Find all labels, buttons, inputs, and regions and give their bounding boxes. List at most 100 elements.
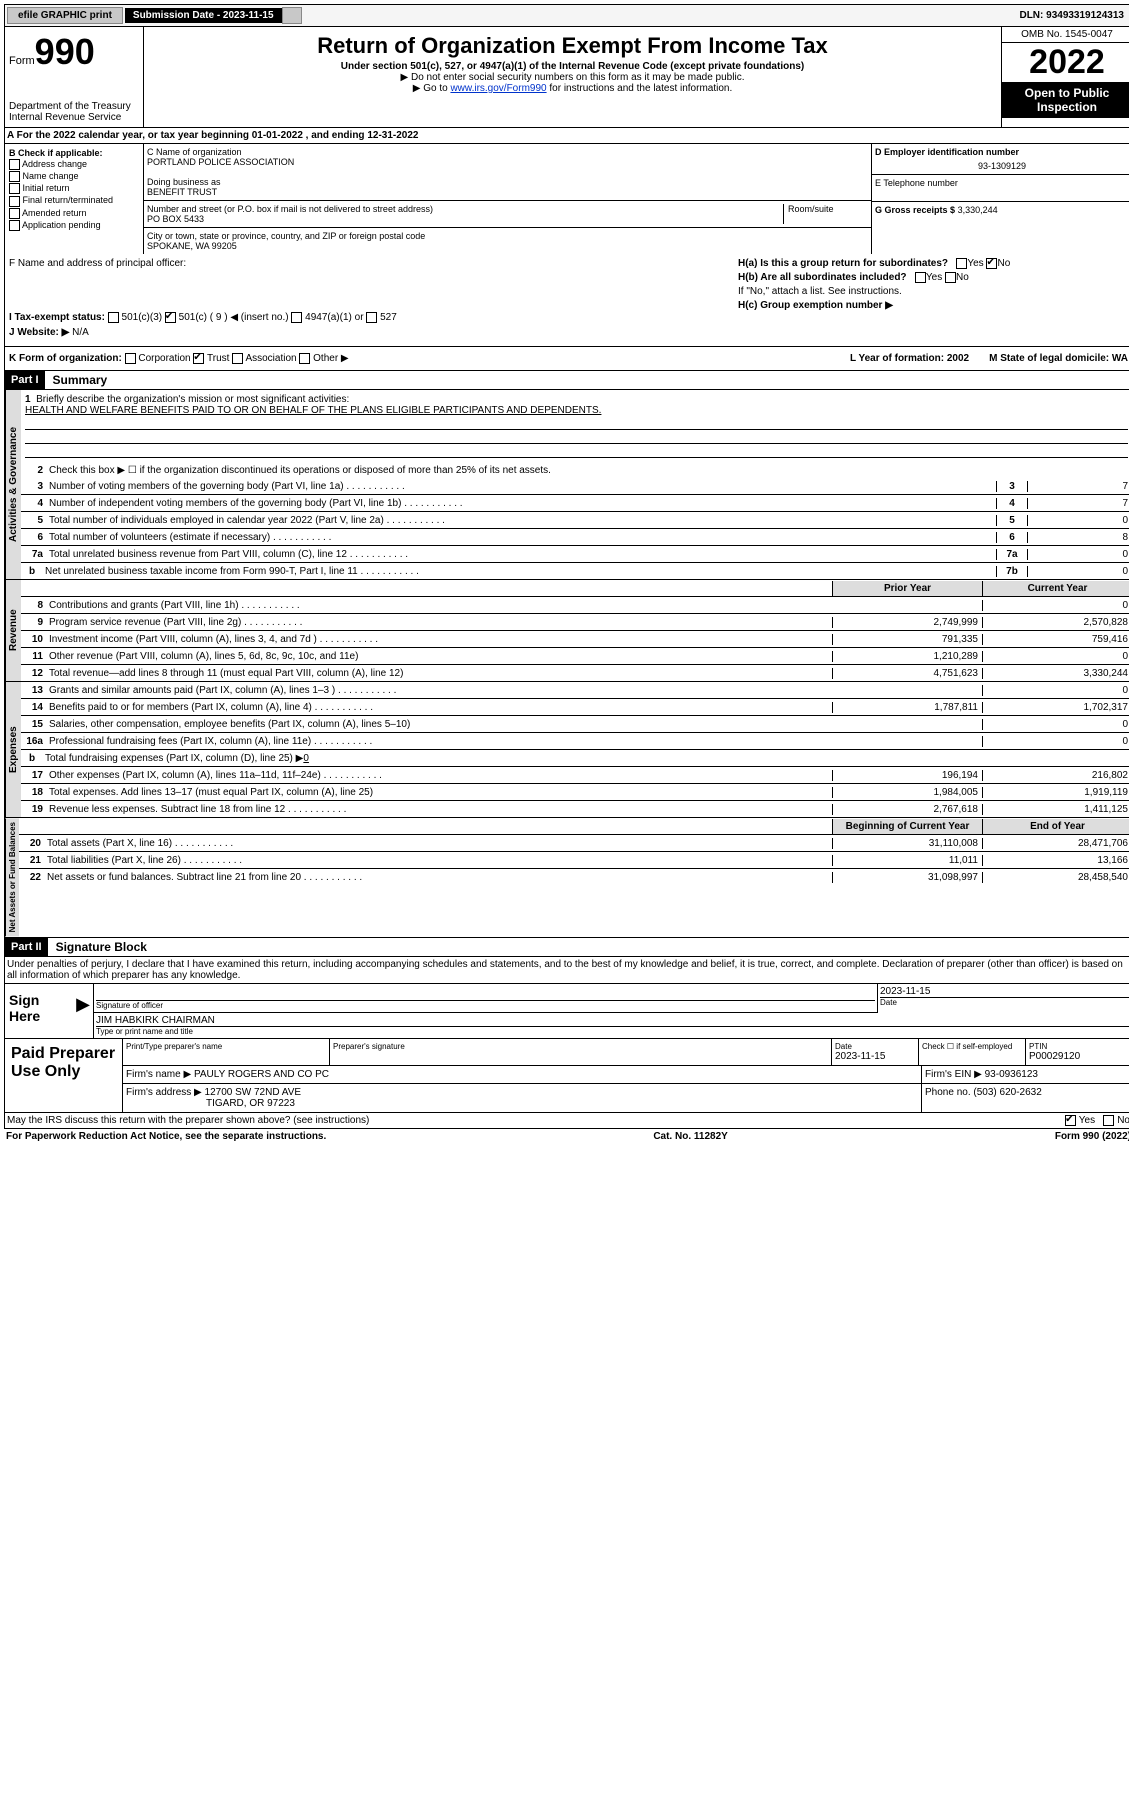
firm-addr1: 12700 SW 72ND AVE: [205, 1087, 302, 1098]
line2-text: Check this box ▶ ☐ if the organization d…: [47, 464, 1129, 477]
opt-other: Other ▶: [313, 353, 348, 364]
checkbox-ha-yes[interactable]: [956, 258, 967, 269]
checkbox-discuss-no[interactable]: [1103, 1115, 1114, 1126]
submission-date-field: [282, 7, 303, 24]
checkbox-final-return[interactable]: [9, 196, 20, 207]
checkbox-4947[interactable]: [291, 312, 302, 323]
line1-label: Briefly describe the organization's miss…: [36, 394, 349, 405]
tax-year: 2022: [1002, 43, 1129, 82]
hb-note: If "No," attach a list. See instructions…: [738, 286, 1128, 297]
form-org-label: K Form of organization:: [9, 353, 122, 364]
line18-curr: 1,919,119: [982, 787, 1129, 798]
checkbox-other[interactable]: [299, 353, 310, 364]
checkbox-527[interactable]: [366, 312, 377, 323]
line7a-value: 0: [1027, 549, 1129, 560]
website-value: N/A: [72, 327, 89, 338]
form-version: Form 990 (2022): [1055, 1131, 1129, 1142]
ptin-label: PTIN: [1029, 1042, 1129, 1051]
label-amended-return: Amended return: [22, 208, 87, 218]
line12-curr: 3,330,244: [982, 668, 1129, 679]
sign-arrow-icon: ▶: [73, 984, 93, 1038]
line8-text: Contributions and grants (Part VIII, lin…: [47, 599, 832, 612]
opt-corporation: Corporation: [138, 353, 190, 364]
dln-label: DLN: 93493319124313: [1011, 8, 1129, 23]
form-title: Return of Organization Exempt From Incom…: [148, 33, 997, 59]
line21-text: Total liabilities (Part X, line 26): [45, 854, 832, 867]
line14-prior: 1,787,811: [832, 702, 982, 713]
ha-yes: Yes: [967, 258, 983, 269]
department-label: Department of the Treasury: [9, 101, 139, 112]
row-f-h-i-j: F Name and address of principal officer:…: [4, 254, 1129, 347]
checkbox-address-change[interactable]: [9, 159, 20, 170]
line16b-text: Total fundraising expenses (Part IX, col…: [43, 752, 832, 765]
line13-text: Grants and similar amounts paid (Part IX…: [47, 684, 832, 697]
label-address-change: Address change: [22, 159, 87, 169]
checkbox-amended-return[interactable]: [9, 208, 20, 219]
preparer-date-label: Date: [835, 1042, 915, 1051]
preparer-date: 2023-11-15: [835, 1051, 915, 1062]
sig-date: 2023-11-15: [880, 986, 1129, 997]
line4-value: 7: [1027, 498, 1129, 509]
checkbox-501c[interactable]: [165, 312, 176, 323]
form-title-block: Return of Organization Exempt From Incom…: [144, 27, 1001, 127]
instructions-link[interactable]: www.irs.gov/Form990: [450, 83, 546, 94]
row-k-l-m: K Form of organization: Corporation Trus…: [4, 347, 1129, 371]
form-subtitle-1: Under section 501(c), 527, or 4947(a)(1)…: [148, 61, 997, 72]
officer-name-label: Type or print name and title: [96, 1026, 1129, 1036]
line15-curr: 0: [982, 719, 1129, 730]
line9-curr: 2,570,828: [982, 617, 1129, 628]
line10-text: Investment income (Part VIII, column (A)…: [47, 633, 832, 646]
form-header: Form990 Department of the Treasury Inter…: [4, 27, 1129, 128]
line18-text: Total expenses. Add lines 13–17 (must eq…: [47, 786, 832, 799]
checkbox-name-change[interactable]: [9, 171, 20, 182]
irs-label: Internal Revenue Service: [9, 112, 139, 123]
open-to-public-badge: Open to Public Inspection: [1002, 82, 1129, 118]
row-a-tax-year: A For the 2022 calendar year, or tax yea…: [4, 128, 1129, 144]
checkbox-ha-no[interactable]: [986, 258, 997, 269]
line16a-curr: 0: [982, 736, 1129, 747]
checkbox-association[interactable]: [232, 353, 243, 364]
checkbox-501c3[interactable]: [108, 312, 119, 323]
line11-curr: 0: [982, 651, 1129, 662]
part-2-title: Signature Block: [48, 940, 147, 954]
checkbox-trust[interactable]: [193, 353, 204, 364]
form-prefix: Form: [9, 55, 35, 67]
page-footer: For Paperwork Reduction Act Notice, see …: [4, 1129, 1129, 1144]
state-domicile: M State of legal domicile: WA: [989, 353, 1128, 364]
line3-value: 7: [1027, 481, 1129, 492]
checkbox-application-pending[interactable]: [9, 220, 20, 231]
checkbox-discuss-yes[interactable]: [1065, 1115, 1076, 1126]
checkbox-corporation[interactable]: [125, 353, 136, 364]
opt-4947: 4947(a)(1) or: [305, 312, 363, 323]
vtab-expenses: Expenses: [5, 682, 21, 817]
discuss-text: May the IRS discuss this return with the…: [7, 1115, 369, 1126]
line20-text: Total assets (Part X, line 16): [45, 837, 832, 850]
cat-no: Cat. No. 11282Y: [653, 1131, 727, 1142]
line9-text: Program service revenue (Part VIII, line…: [47, 616, 832, 629]
line13-curr: 0: [982, 685, 1129, 696]
label-name-change: Name change: [23, 171, 79, 181]
year-formation: L Year of formation: 2002: [850, 353, 969, 364]
checkbox-hb-yes[interactable]: [915, 272, 926, 283]
efile-graphic-print-button[interactable]: efile GRAPHIC print: [7, 7, 123, 24]
gross-receipts-value: 3,330,244: [958, 205, 998, 215]
paid-preparer-title: Paid Preparer Use Only: [5, 1039, 122, 1112]
line8-curr: 0: [982, 600, 1129, 611]
paid-preparer-block: Paid Preparer Use Only Print/Type prepar…: [4, 1039, 1129, 1113]
line7a-text: Total unrelated business revenue from Pa…: [47, 548, 996, 561]
line19-prior: 2,767,618: [832, 804, 982, 815]
line14-curr: 1,702,317: [982, 702, 1129, 713]
org-info-block: B Check if applicable: Address change Na…: [4, 144, 1129, 254]
hb-no: No: [956, 272, 969, 283]
hdr-eoy: End of Year: [982, 819, 1129, 834]
line3-text: Number of voting members of the governin…: [47, 480, 996, 493]
hb-label: H(b) Are all subordinates included?: [738, 272, 907, 283]
discuss-yes: Yes: [1079, 1115, 1095, 1126]
checkbox-initial-return[interactable]: [9, 183, 20, 194]
line18-prior: 1,984,005: [832, 787, 982, 798]
checkbox-hb-no[interactable]: [945, 272, 956, 283]
ein-value: 93-1309129: [875, 157, 1129, 171]
firm-name: PAULY ROGERS AND CO PC: [194, 1069, 329, 1080]
box-b-heading: B Check if applicable:: [9, 148, 139, 158]
form-number: 990: [35, 31, 95, 72]
